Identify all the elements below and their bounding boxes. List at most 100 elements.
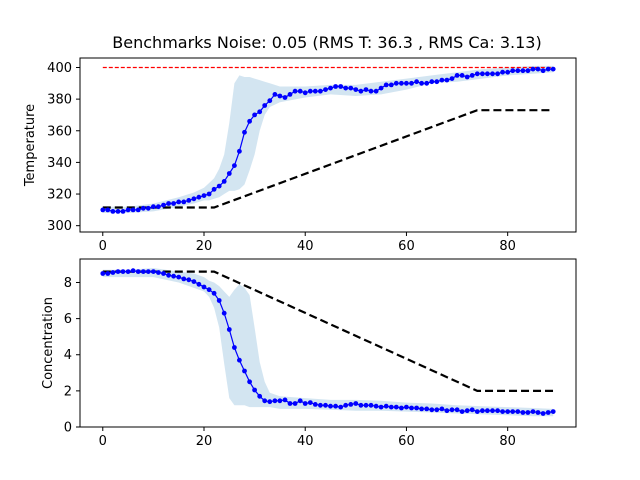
- temperature-point: [550, 66, 556, 72]
- concentration-point: [277, 398, 283, 404]
- temperature-point: [120, 209, 126, 214]
- concentration-point: [252, 387, 257, 393]
- temperature-point: [490, 71, 495, 77]
- temperature-point: [399, 80, 404, 86]
- concentration-point: [145, 269, 151, 274]
- temperature-point: [348, 85, 354, 91]
- temperature-y-tick-label: 320: [47, 188, 72, 203]
- temperature-x-tick-label: 80: [499, 239, 516, 254]
- concentration-y-tick-label: 8: [64, 276, 72, 291]
- concentration-y-axis-label: Concentration: [41, 297, 56, 389]
- temperature-uncertainty-band: [102, 65, 554, 214]
- concentration-point: [358, 402, 364, 408]
- temperature-y-tick-label: 300: [47, 219, 72, 234]
- concentration-point: [378, 404, 384, 410]
- concentration-axes-frame: [79, 258, 577, 428]
- concentration-point: [353, 401, 359, 406]
- concentration-point: [221, 310, 227, 316]
- concentration-point: [232, 345, 237, 350]
- concentration-point: [287, 401, 293, 406]
- concentration-point: [211, 290, 217, 296]
- concentration-point: [505, 409, 511, 414]
- temperature-point: [510, 68, 516, 74]
- concentration-x-tick-label: 40: [297, 434, 314, 449]
- concentration-point: [110, 270, 116, 275]
- concentration-point: [312, 402, 318, 407]
- concentration-point: [393, 404, 399, 410]
- concentration-y-ticks: 0 2 4 6 8: [64, 276, 80, 436]
- temperature-reference-path: [102, 109, 554, 209]
- concentration-point: [495, 408, 500, 414]
- concentration-point: [419, 406, 424, 412]
- temperature-point: [287, 92, 293, 97]
- temperature-point: [333, 84, 338, 89]
- concentration-point: [186, 277, 192, 283]
- temperature-point: [262, 103, 268, 108]
- temperature-point: [444, 77, 450, 83]
- temperature-point: [302, 90, 308, 96]
- temperature-point: [525, 68, 531, 74]
- temperature-point: [363, 87, 369, 92]
- temperature-point: [323, 87, 328, 92]
- concentration-point: [181, 276, 187, 282]
- concentration-point: [247, 379, 253, 385]
- concentration-point: [520, 410, 526, 415]
- temperature-band-area: [102, 65, 554, 214]
- concentration-point: [333, 403, 338, 409]
- temperature-point: [247, 118, 253, 124]
- concentration-point: [201, 284, 207, 290]
- temperature-point: [545, 66, 551, 72]
- temperature-point: [419, 80, 424, 86]
- temperature-point: [140, 205, 146, 211]
- concentration-point: [206, 287, 212, 293]
- temperature-point: [171, 201, 177, 206]
- concentration-point: [328, 403, 333, 409]
- concentration-series-path: [102, 270, 554, 415]
- concentration-point: [540, 411, 546, 416]
- temperature-point: [272, 92, 278, 97]
- concentration-x-tick-label: 20: [196, 434, 213, 449]
- temperature-point: [307, 88, 313, 94]
- concentration-point: [525, 410, 531, 415]
- concentration-point: [292, 401, 298, 406]
- concentration-point: [515, 409, 521, 414]
- temperature-point: [464, 74, 470, 80]
- concentration-point: [166, 272, 172, 278]
- concentration-point: [140, 269, 146, 274]
- temperature-point: [232, 163, 237, 169]
- concentration-point: [176, 274, 182, 280]
- concentration-point: [297, 398, 303, 404]
- concentration-point: [399, 405, 404, 411]
- temperature-point: [156, 204, 161, 210]
- temperature-point: [439, 77, 445, 83]
- temperature-point: [135, 207, 141, 213]
- temperature-point: [530, 66, 536, 72]
- temperature-point: [474, 71, 480, 77]
- concentration-y-tick-label: 2: [64, 384, 72, 399]
- temperature-point: [115, 209, 121, 214]
- concentration-point: [156, 270, 161, 275]
- concentration-x-tick-label: 0: [99, 434, 107, 449]
- concentration-point: [485, 408, 490, 414]
- temperature-point: [242, 129, 247, 135]
- temperature-point: [343, 85, 349, 91]
- concentration-point: [510, 409, 516, 414]
- temperature-point: [267, 98, 273, 104]
- concentration-point: [550, 409, 556, 414]
- concentration-point: [535, 410, 541, 415]
- temperature-point: [378, 85, 384, 91]
- concentration-point: [237, 357, 242, 363]
- temperature-point: [368, 88, 374, 94]
- temperature-point: [105, 207, 111, 213]
- temperature-point: [282, 95, 288, 100]
- concentration-y-tick-label: 4: [64, 348, 72, 363]
- concentration-point: [439, 406, 445, 412]
- temperature-point: [434, 79, 440, 85]
- concentration-point: [383, 403, 389, 409]
- temperature-point: [176, 199, 182, 205]
- concentration-series-points: [100, 268, 556, 416]
- concentration-point: [338, 404, 344, 410]
- temperature-point: [145, 205, 151, 211]
- concentration-uncertainty-band: [102, 268, 554, 417]
- concentration-y-tick-label: 0: [64, 421, 72, 436]
